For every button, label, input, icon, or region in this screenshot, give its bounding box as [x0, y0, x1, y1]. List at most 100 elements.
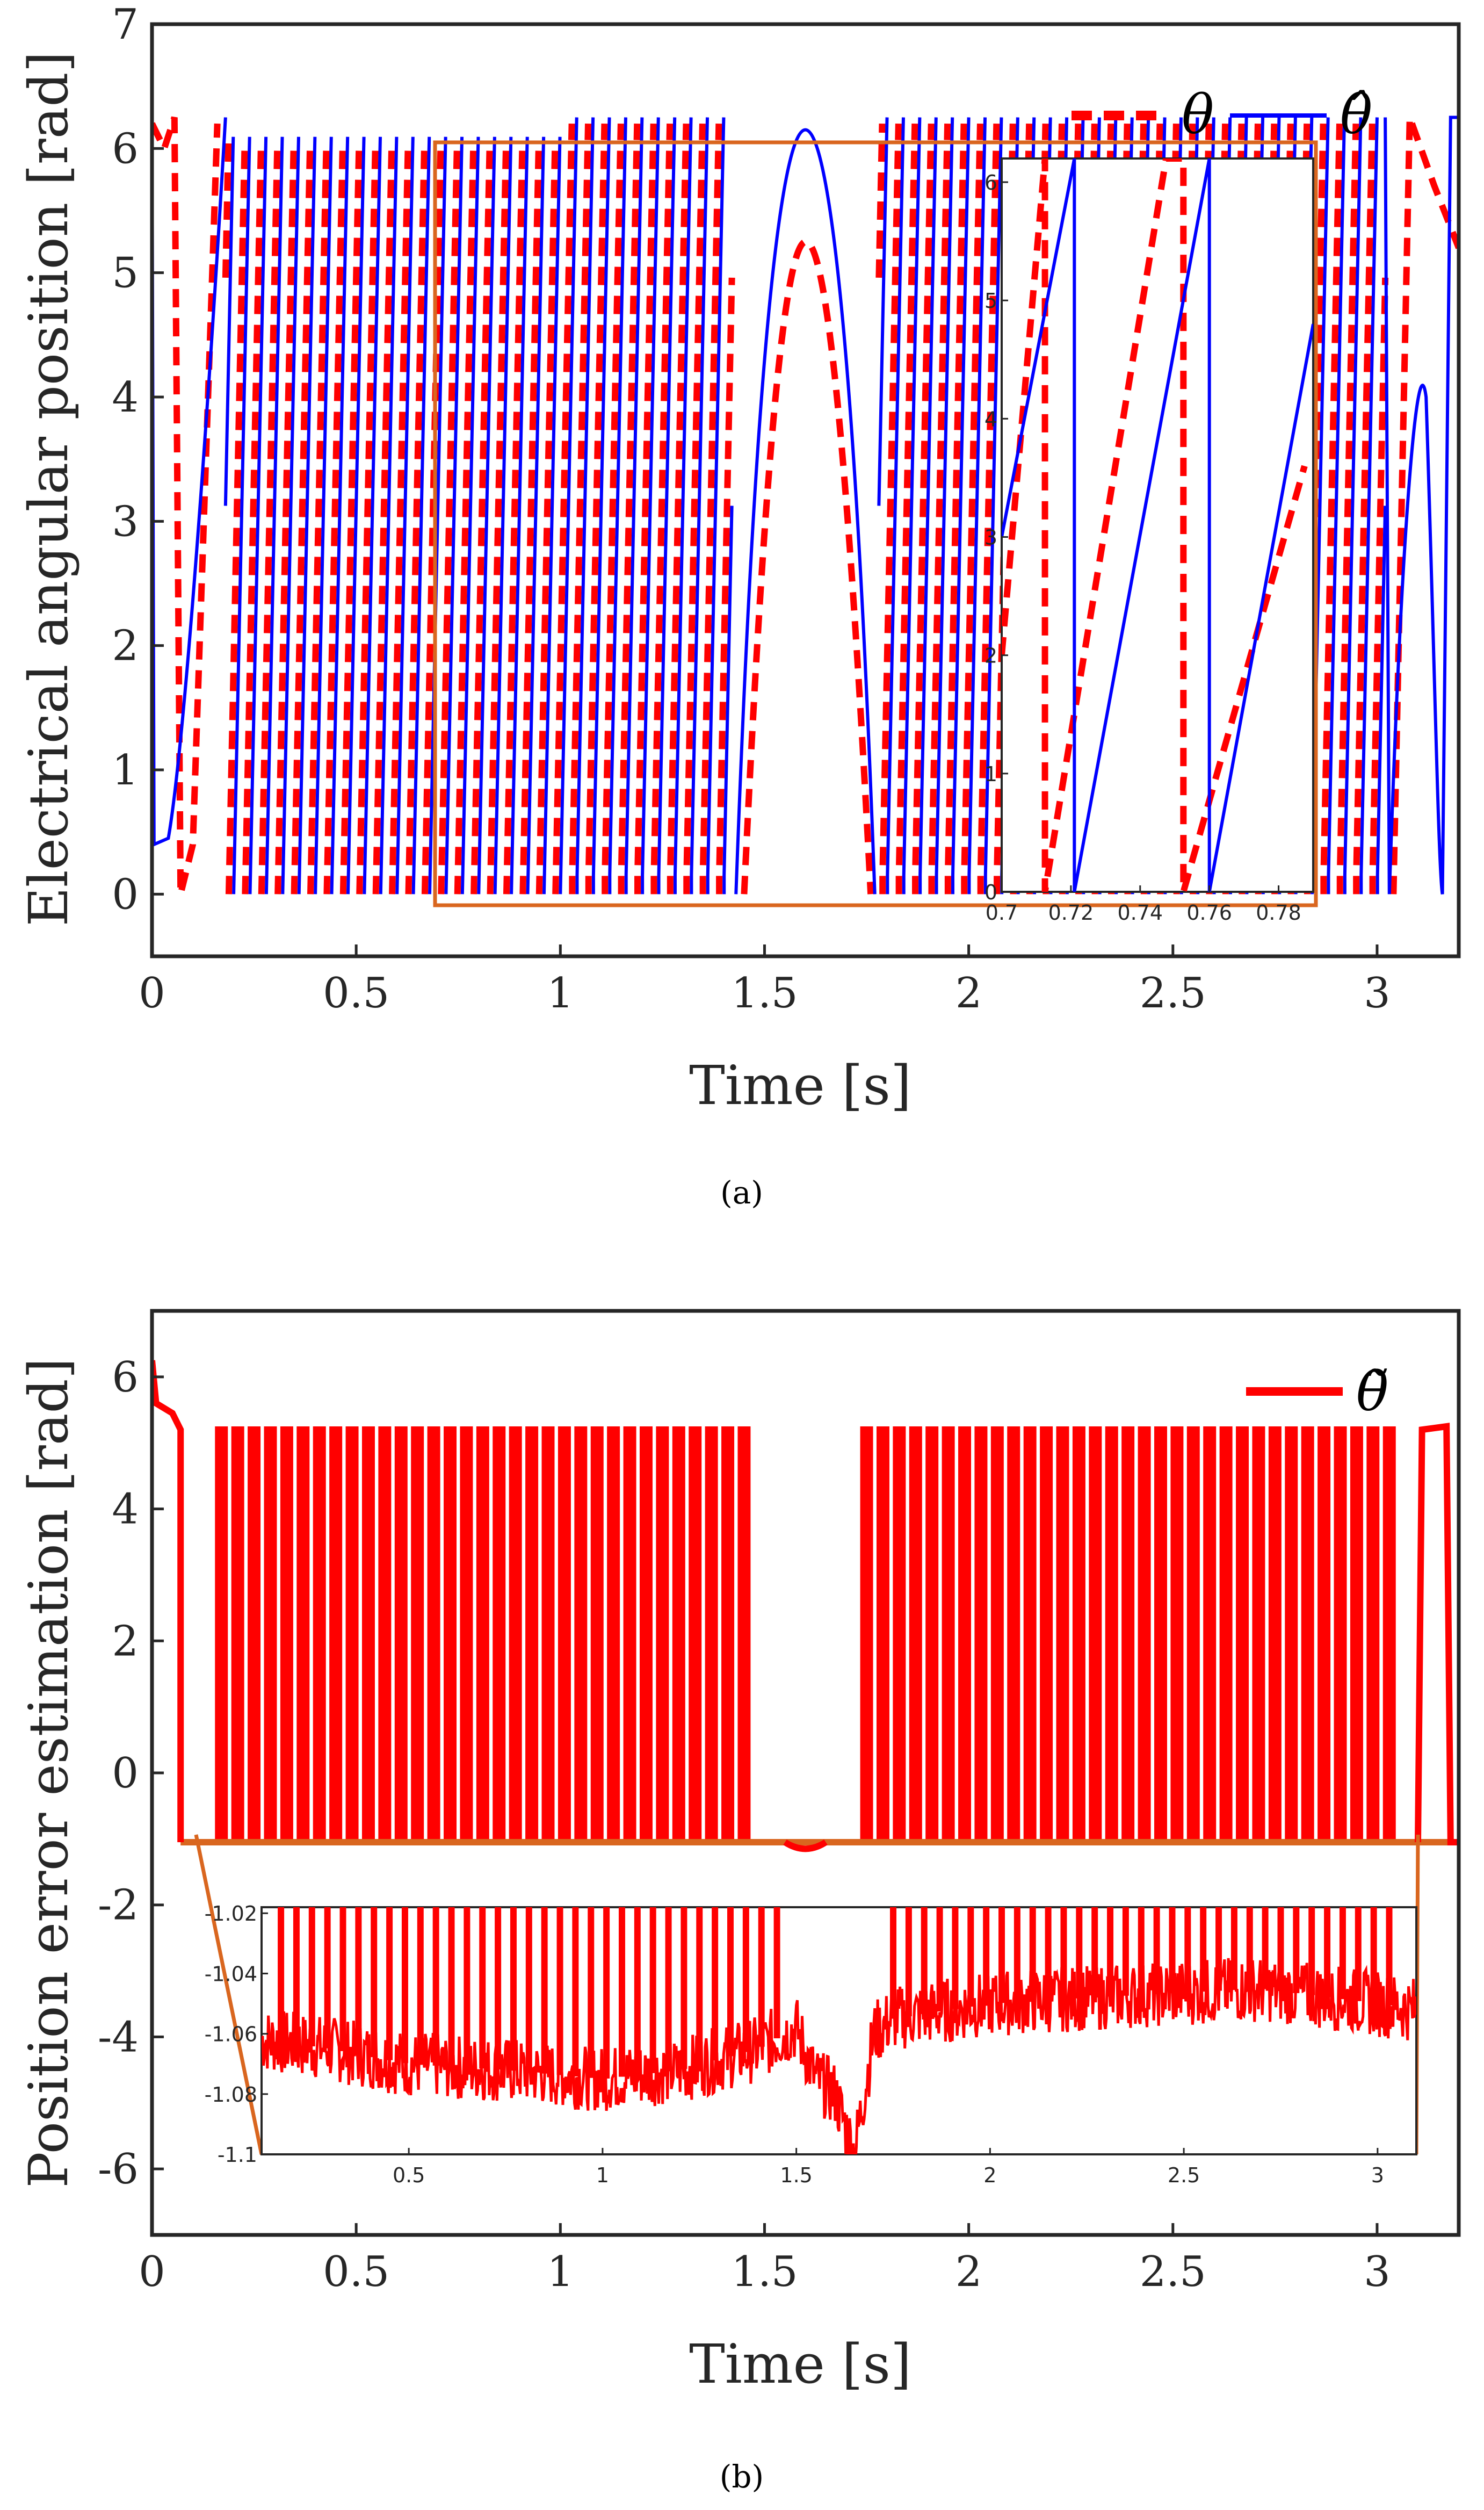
inset-error-spike [1370, 1907, 1377, 2003]
error-spike [313, 1426, 326, 1842]
chart-a-inset-xtick-label: 0.78 [1256, 901, 1301, 925]
error-spike [1334, 1426, 1347, 1842]
chart-b-inset-ytick-label: -1.08 [205, 2083, 257, 2107]
chart-a-ytick-label: 1 [112, 746, 139, 795]
chart-b-inset-ytick-label: -1.02 [205, 1902, 257, 1925]
chart-b-inset: 0.5 1 1.5 2 2.5 3 -1.02 -1.04 -1.06 -1.08 -1.1 [205, 1902, 1417, 2187]
chart-b-inset-xtick-label: 2 [983, 2163, 996, 2187]
error-spike [427, 1426, 440, 1842]
chart-a-inset: 0.7 0.72 0.74 0.76 0.78 0 1 2 3 4 5 6 [984, 157, 1314, 925]
inset-error-spike [495, 1907, 502, 2070]
inset-error-spike [541, 1907, 548, 2074]
error-spike [558, 1426, 571, 1842]
chart-b-ytick-label: -6 [98, 2145, 139, 2194]
inset-error-spike [588, 1907, 595, 2078]
inset-error-spike [1169, 1907, 1176, 1994]
legend-theta-tilde-label: θ̃ [1356, 1360, 1388, 1423]
series-theta-start [152, 116, 221, 895]
error-spike [329, 1426, 343, 1842]
inset-error-spike [696, 1907, 703, 2065]
inset-error-trace [262, 1958, 1416, 2154]
inset-error-spike [308, 1907, 315, 2046]
error-spike [958, 1426, 972, 1842]
chart-a-xtick-label: 0 [139, 969, 165, 1018]
inset-error-spike [921, 1907, 928, 2014]
error-spike [1252, 1426, 1265, 1842]
error-spike [876, 1426, 889, 1842]
series-theta-arc [741, 238, 874, 895]
chart-a: 0 0.5 1 1.5 2 2.5 3 0 1 2 3 4 5 6 7 Time [s] Electrica… [17, 1, 1461, 1211]
error-end [1414, 1423, 1459, 1845]
inset-error-spike [1184, 1907, 1191, 1993]
inset-error-spike [665, 1907, 672, 2072]
inset-error-spike [1014, 1907, 1020, 2002]
chart-a-ytick-label: 4 [112, 373, 139, 422]
chart-a-inset-ytick-label: 1 [984, 762, 997, 786]
inset-error-spike [572, 1907, 579, 2077]
error-spike [1219, 1426, 1233, 1842]
inset-error-spike [905, 1907, 912, 2017]
chart-b-xtick-label: 0.5 [323, 2248, 389, 2296]
error-start [152, 1360, 184, 1842]
chart-b-ytick-label: 6 [112, 1353, 139, 1402]
error-spike [264, 1426, 277, 1842]
error-spike [378, 1426, 392, 1842]
chart-b-inset-ytick-label: -1.1 [218, 2143, 257, 2167]
error-spike [361, 1426, 375, 1842]
error-spike [525, 1426, 539, 1842]
series-theta-hat-arc [734, 128, 877, 895]
error-spike [909, 1426, 922, 1842]
error-spike [1350, 1426, 1363, 1842]
series-theta-hat-end [1384, 116, 1459, 895]
chart-a-ytick-label: 7 [112, 1, 139, 49]
error-spike [476, 1426, 489, 1842]
inset-error-spike [432, 1907, 439, 2066]
error-spike [444, 1426, 457, 1842]
series-theta-hat-segment-1 [223, 117, 734, 895]
inset-error-spike [983, 1907, 990, 2004]
chart-a-zoom-region [433, 140, 1318, 907]
inset-error-spike [967, 1907, 974, 2007]
inset-error-spike [952, 1907, 959, 2009]
inset-error-spike [401, 1907, 408, 2064]
inset-error-spike [479, 1907, 486, 2069]
chart-a-xtick-label: 0.5 [323, 969, 389, 1018]
chart-b-xtick-label: 3 [1364, 2248, 1391, 2296]
error-spike [737, 1426, 751, 1842]
inset-error-spike [324, 1907, 331, 2049]
chart-a-inset-xtick-label: 0.74 [1117, 901, 1163, 925]
chart-b-ytick-label: -4 [98, 2013, 139, 2061]
chart-b-xtick-label: 2 [955, 2248, 982, 2296]
inset-error-spike [727, 1907, 734, 2057]
chart-b-xlabel: Time [s] [689, 2333, 911, 2396]
error-spike [493, 1426, 506, 1842]
inset-error-spike [1277, 1907, 1284, 1992]
error-spike [1121, 1426, 1135, 1842]
chart-a-xtick-label: 2.5 [1140, 969, 1206, 1018]
chart-b-inset-xtick-label: 1 [596, 2163, 609, 2187]
error-spike [1268, 1426, 1282, 1842]
error-spike [1301, 1426, 1314, 1842]
error-spike [607, 1426, 620, 1842]
series-theta-hat-start [152, 117, 227, 847]
chart-a-inset-xtick-label: 0.76 [1186, 901, 1232, 925]
inset-error-spike [1122, 1907, 1129, 1996]
inset-error-spike [1076, 1907, 1083, 1999]
error-spike [1366, 1426, 1380, 1842]
error-spike [1007, 1426, 1020, 1842]
inset-error-spike [998, 1907, 1005, 2003]
inset-error-spike [634, 1907, 641, 2075]
chart-b-ytick-label: 0 [112, 1749, 139, 1798]
error-spike [1317, 1426, 1331, 1842]
inset-error-spike [1324, 1907, 1331, 1997]
chart-a-ytick-label: 3 [112, 497, 139, 546]
chart-a-inset-ytick-label: 0 [984, 881, 997, 904]
error-spike [590, 1426, 604, 1842]
inset-error-spike [681, 1907, 687, 2069]
chart-b-inset-ticks: 0.5 1 1.5 2 2.5 3 -1.02 -1.04 -1.06 -1.08 -1.1 [205, 1902, 1384, 2187]
error-spike [672, 1426, 685, 1842]
error-spike [656, 1426, 669, 1842]
error-spike [925, 1426, 939, 1842]
error-spike [509, 1426, 522, 1842]
chart-b-caption: (b) [720, 2458, 764, 2495]
